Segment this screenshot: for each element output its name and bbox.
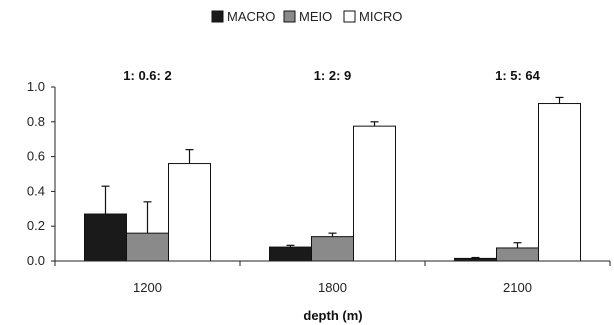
bar-meio-1200	[126, 232, 169, 262]
axes	[51, 86, 611, 266]
legend-swatch-meio	[283, 10, 296, 23]
x-tick-label: 2100	[503, 280, 532, 295]
x-tick-label: 1200	[133, 280, 162, 295]
bar-meio-2100	[496, 247, 539, 262]
legend: MACRO MEIO MICRO	[211, 9, 402, 24]
ratio-annotation: 1: 2: 9	[314, 68, 352, 83]
bars	[84, 103, 581, 262]
x-tick-label: 1800	[318, 280, 347, 295]
legend-label-micro: MICRO	[359, 9, 402, 24]
legend-label-macro: MACRO	[227, 9, 275, 24]
legend-swatch-macro	[211, 10, 224, 23]
bar-micro-1200	[168, 163, 211, 262]
bar-micro-1800	[353, 125, 396, 262]
y-tick-label: 0.2	[27, 218, 45, 233]
y-tick-label: 0.8	[27, 114, 45, 129]
ratio-annotation: 1: 5: 64	[495, 68, 541, 83]
error-bars	[101, 96, 564, 259]
ratio-annotations: 1: 0.6: 2 1: 2: 9 1: 5: 64	[123, 68, 540, 83]
y-tick-labels: 0.0 0.2 0.4 0.6 0.8 1.0	[27, 79, 45, 268]
ratio-annotation: 1: 0.6: 2	[123, 68, 171, 83]
bar-macro-1200	[84, 213, 127, 262]
y-tick-label: 0.4	[27, 183, 45, 198]
bar-meio-1800	[311, 236, 354, 262]
y-tick-label: 1.0	[27, 79, 45, 94]
y-tick-label: 0.6	[27, 149, 45, 164]
bar-micro-2100	[538, 103, 581, 262]
x-axis-title: depth (m)	[303, 308, 362, 323]
bar-macro-1800	[269, 246, 312, 262]
legend-label-meio: MEIO	[299, 9, 332, 24]
y-tick-label: 0.0	[27, 253, 45, 268]
x-tick-labels: 1200 1800 2100	[133, 280, 532, 295]
legend-swatch-micro	[343, 10, 356, 23]
